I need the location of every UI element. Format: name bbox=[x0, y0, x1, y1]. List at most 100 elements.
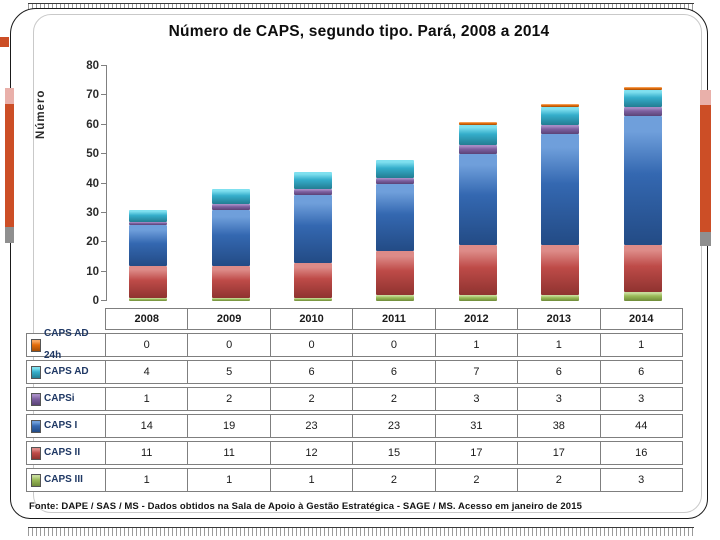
bar-segment-caps-ad bbox=[458, 124, 497, 146]
bar-segment-caps-iii bbox=[294, 298, 333, 301]
data-table: 2008 2009 2010 2011 2012 2013 2014 CAPS AD 24h 0… bbox=[26, 308, 683, 495]
y-axis-label: Número bbox=[35, 89, 47, 139]
value-cell: 0 bbox=[352, 333, 436, 357]
value-cell: 23 bbox=[269, 414, 354, 438]
bar-stack-2010 bbox=[294, 171, 333, 301]
y-tick-mark bbox=[101, 94, 107, 96]
value-cell: 2 bbox=[434, 468, 519, 492]
source-footer: Fonte: DAPE / SAS / MS - Dados obtidos n… bbox=[29, 501, 582, 512]
bar-segment-caps-ii bbox=[294, 262, 333, 299]
legend-swatch-caps-ad-24h-icon bbox=[31, 338, 41, 352]
legend-label: CAPSi bbox=[44, 393, 75, 404]
value-cell: 3 bbox=[599, 468, 683, 492]
value-cell: 6 bbox=[517, 360, 601, 384]
legend-swatch-capsi-icon bbox=[31, 392, 41, 406]
y-tick-mark bbox=[101, 211, 107, 213]
bar-segment-capsi bbox=[458, 145, 497, 155]
bar-segment-caps-i bbox=[458, 154, 497, 246]
y-tick-label: 40 bbox=[86, 177, 99, 190]
value-cell: 3 bbox=[599, 387, 683, 411]
bar-segment-caps-ad bbox=[294, 171, 333, 190]
value-cell: 0 bbox=[187, 333, 271, 357]
legend-label: CAPS AD 24h bbox=[44, 328, 89, 361]
y-tick-mark bbox=[101, 123, 107, 125]
bar-segment-caps-iii bbox=[458, 295, 497, 301]
y-tick-label: 70 bbox=[86, 89, 99, 102]
value-cell: 1 bbox=[105, 387, 189, 411]
bar-segment-capsi bbox=[211, 204, 250, 210]
table-row-caps-ad: CAPS AD 4 5 6 6 7 6 6 bbox=[26, 360, 683, 384]
value-cell: 0 bbox=[269, 333, 354, 357]
chart-card: Número de CAPS, segundo tipo. Pará, 2008… bbox=[10, 8, 708, 519]
table-header-row: 2008 2009 2010 2011 2012 2013 2014 bbox=[26, 308, 683, 330]
value-cell: 3 bbox=[434, 387, 519, 411]
y-tick-mark bbox=[101, 270, 107, 272]
table-row-capsi: CAPSi 1 2 2 2 3 3 3 bbox=[26, 387, 683, 411]
bar-segment-capsi bbox=[376, 177, 415, 184]
chart-title: Número de CAPS, segundo tipo. Pará, 2008… bbox=[168, 23, 550, 40]
legend-swatch-caps-iii-icon bbox=[31, 473, 41, 487]
value-cell: 4 bbox=[105, 360, 189, 384]
value-cell: 38 bbox=[517, 414, 601, 438]
value-cell: 7 bbox=[434, 360, 519, 384]
right-accent-bar bbox=[700, 105, 711, 232]
bar-segment-caps-i bbox=[211, 209, 250, 266]
bar-segment-caps-i bbox=[541, 133, 580, 246]
value-cell: 12 bbox=[269, 441, 354, 465]
bar-segment-capsi bbox=[623, 107, 662, 116]
left-bar-top-cap bbox=[5, 88, 14, 104]
y-tick-label: 80 bbox=[86, 60, 99, 72]
value-cell: 31 bbox=[434, 414, 519, 438]
bar-segment-caps-ad bbox=[376, 160, 415, 178]
left-accent-square bbox=[0, 37, 9, 47]
year-header-cell: 2012 bbox=[434, 308, 519, 330]
bottom-hatch-strip bbox=[28, 527, 694, 536]
bar-segment-capsi bbox=[541, 124, 580, 134]
value-cell: 17 bbox=[517, 441, 601, 465]
legend-swatch-caps-ii-icon bbox=[31, 446, 41, 460]
bar-segment-capsi bbox=[129, 221, 168, 225]
legend-label: CAPS II bbox=[44, 447, 81, 458]
y-tick-mark bbox=[101, 65, 107, 66]
top-hatch-strip bbox=[28, 3, 694, 12]
bar-stack-2014 bbox=[623, 86, 662, 301]
legend-cell-capsi: CAPSi bbox=[26, 387, 106, 411]
bar-segment-caps-ad-24h bbox=[623, 86, 662, 90]
y-tick-mark bbox=[101, 153, 107, 155]
value-cell: 2 bbox=[352, 387, 436, 411]
year-header-cell: 2014 bbox=[599, 308, 683, 330]
bar-segment-caps-ad bbox=[211, 189, 250, 205]
value-cell: 44 bbox=[599, 414, 683, 438]
value-cell: 1 bbox=[434, 333, 519, 357]
legend-label: CAPS III bbox=[44, 474, 83, 485]
y-tick-mark bbox=[101, 182, 107, 184]
bar-segment-caps-i bbox=[623, 115, 662, 246]
bar-segment-caps-ad-24h bbox=[458, 121, 497, 125]
bar-column-2014 bbox=[602, 66, 684, 301]
bar-segment-caps-ii bbox=[458, 245, 497, 296]
bar-stack-2011 bbox=[376, 160, 415, 301]
y-tick-label: 30 bbox=[86, 206, 99, 219]
legend-swatch-caps-i-icon bbox=[31, 419, 41, 433]
value-cell: 1 bbox=[599, 333, 683, 357]
bar-segment-caps-i bbox=[294, 195, 333, 263]
legend-cell-caps-ad: CAPS AD bbox=[26, 360, 106, 384]
legend-cell-caps-i: CAPS I bbox=[26, 414, 106, 438]
bar-column-2010 bbox=[272, 66, 354, 301]
left-accent-bar bbox=[5, 104, 14, 227]
legend-label: CAPS I bbox=[44, 420, 78, 431]
value-cell: 2 bbox=[187, 387, 271, 411]
value-cell: 23 bbox=[352, 414, 436, 438]
left-bar-bottom-cap bbox=[5, 227, 14, 243]
value-cell: 1 bbox=[269, 468, 354, 492]
value-cell: 5 bbox=[187, 360, 271, 384]
legend-cell-caps-ad-24h: CAPS AD 24h bbox=[26, 328, 106, 361]
table-row-caps-iii: CAPS III 1 1 1 2 2 2 3 bbox=[26, 468, 683, 492]
y-tick-label: 60 bbox=[86, 118, 99, 131]
bar-segment-caps-iii bbox=[129, 298, 168, 301]
bar-segment-caps-ad bbox=[623, 89, 662, 108]
year-header-cell: 2013 bbox=[517, 308, 601, 330]
bar-column-2013 bbox=[519, 66, 601, 301]
value-cell: 2 bbox=[352, 468, 436, 492]
value-cell: 1 bbox=[187, 468, 271, 492]
